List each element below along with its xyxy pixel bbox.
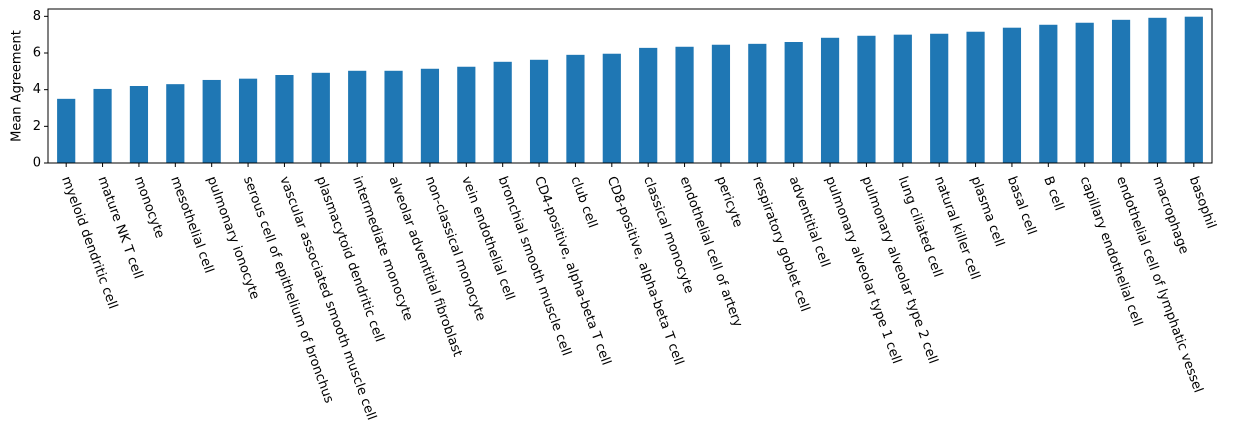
bar — [529, 59, 549, 163]
bar — [748, 43, 767, 164]
bar — [275, 75, 294, 163]
y-tick-label: 6 — [33, 46, 41, 61]
bar — [348, 70, 367, 163]
bar — [820, 37, 840, 163]
y-tick-label: 0 — [33, 156, 41, 171]
x-tick-label: plasmacytoid dendritic cell — [313, 174, 387, 344]
bar — [129, 86, 149, 163]
bar — [420, 68, 440, 163]
bar — [1039, 24, 1058, 164]
bar — [602, 53, 621, 163]
bar — [238, 78, 258, 163]
bar — [93, 88, 112, 163]
x-tick-label: macrophage — [1149, 174, 1191, 256]
x-tick-label: club cell — [567, 174, 599, 230]
x-tick-label: B cell — [1040, 174, 1066, 212]
bar — [311, 72, 330, 163]
y-tick-label: 4 — [33, 82, 41, 97]
x-tick-label: basal cell — [1004, 174, 1039, 237]
bar — [930, 33, 949, 163]
x-tick-label: monocyte — [131, 174, 167, 240]
bar — [1002, 27, 1022, 164]
x-tick-label: basophil — [1186, 174, 1219, 231]
y-axis-label: Mean Agreement — [10, 30, 25, 142]
bar — [566, 54, 585, 164]
bar — [857, 35, 876, 164]
bar — [57, 98, 76, 163]
bar — [1111, 19, 1131, 163]
bar — [639, 47, 658, 163]
bar — [784, 42, 803, 163]
bar — [202, 79, 221, 163]
bar — [675, 46, 694, 164]
bar — [966, 31, 985, 163]
x-tick-label: pericyte — [713, 174, 745, 229]
bar — [711, 44, 731, 163]
y-tick-label: 8 — [33, 9, 41, 24]
bar — [1184, 16, 1203, 164]
x-tick-label: plasma cell — [968, 174, 1007, 248]
bar — [457, 66, 476, 163]
plot-frame — [47, 8, 1213, 164]
bar — [1075, 22, 1094, 163]
bar — [166, 84, 185, 163]
bar — [384, 70, 403, 163]
y-tick-label: 2 — [33, 119, 41, 134]
bar — [893, 34, 912, 163]
bar — [493, 61, 512, 163]
bar — [1148, 17, 1167, 163]
